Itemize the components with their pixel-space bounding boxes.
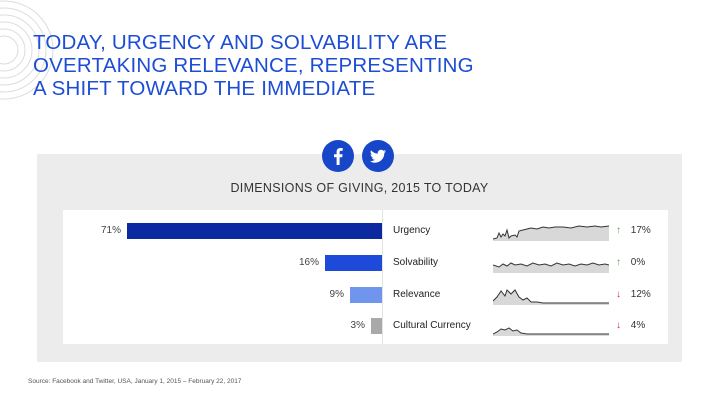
facebook-button[interactable]: [322, 140, 354, 172]
source-note: Source: Facebook and Twitter, USA, Janua…: [28, 378, 242, 385]
change-solvability: ↑ 0%: [616, 257, 645, 268]
category-label-urgency: Urgency: [393, 225, 431, 236]
facebook-icon: [334, 148, 343, 165]
change-urgency: ↑ 17%: [616, 225, 651, 236]
bar-solvability: [325, 255, 382, 271]
title-line-3: A SHIFT TOWARD THE IMMEDIATE: [33, 77, 376, 100]
value-label-urgency: 71%: [100, 225, 121, 236]
page-title: TODAY, URGENCY AND SOLVABILITY ARE OVERT…: [33, 31, 553, 100]
title-line-2: OVERTAKING RELEVANCE, REPRESENTING: [33, 54, 474, 77]
category-label-solvability: Solvability: [393, 257, 439, 268]
title-line-1: TODAY, URGENCY AND SOLVABILITY ARE: [33, 31, 448, 54]
sparkline-cultural-currency: [493, 327, 609, 336]
category-label-cultural-currency: Cultural Currency: [393, 320, 471, 331]
change-cultural-currency: ↓ 4%: [616, 320, 645, 331]
sparkline-urgency: [493, 225, 609, 241]
arrow-down-icon: ↓: [616, 320, 621, 331]
change-label-relevance: 12%: [630, 289, 651, 300]
sparkline-relevance: [493, 289, 609, 305]
change-relevance: ↓ 12%: [616, 289, 651, 300]
bar-cultural-currency: [371, 318, 382, 334]
sparkline-solvability: [493, 262, 609, 273]
chart-title: DIMENSIONS OF GIVING, 2015 TO TODAY: [230, 181, 489, 195]
change-label-cultural-currency: 4%: [630, 320, 646, 331]
divider: [382, 210, 383, 344]
concentric-circles-decoration: [0, 0, 54, 100]
chart-card: 71% 16% 9% 3% Urgency Solvability Releva…: [63, 210, 668, 344]
change-label-urgency: 17%: [630, 225, 651, 236]
value-label-cultural-currency: 3%: [350, 320, 365, 331]
arrow-up-icon: ↑: [616, 257, 621, 268]
bar-relevance: [350, 287, 382, 303]
twitter-button[interactable]: [362, 140, 394, 172]
change-label-solvability: 0%: [630, 257, 646, 268]
bar-urgency: [127, 223, 382, 239]
arrow-up-icon: ↑: [616, 225, 621, 236]
twitter-icon: [370, 149, 386, 163]
category-label-relevance: Relevance: [393, 289, 441, 300]
value-label-solvability: 16%: [298, 257, 319, 268]
arrow-down-icon: ↓: [616, 289, 621, 300]
value-label-relevance: 9%: [329, 289, 344, 300]
